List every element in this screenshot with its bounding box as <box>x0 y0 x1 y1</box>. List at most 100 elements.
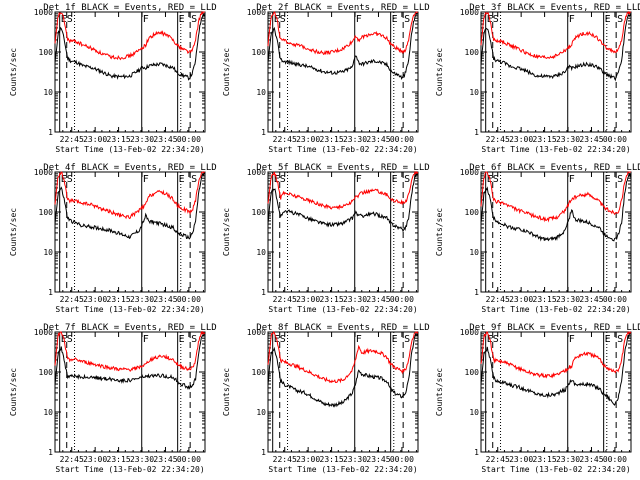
y-axis-label: Counts/sec <box>222 208 231 256</box>
x-tick-label: 23:45 <box>153 135 177 144</box>
y-tick-label: 10 <box>256 408 266 417</box>
time-marker-label: F <box>143 14 149 25</box>
panel-2: Det 2f BLACK = Events, RED = LLD 1 10 100 10… <box>222 3 430 154</box>
y-axis-label: Counts/sec <box>9 368 18 416</box>
x-axis-label: Start Time (13-Feb-02 22:34:20) <box>268 305 417 314</box>
x-tick-label: 23:15 <box>107 455 131 464</box>
panel-9: Det 9f BLACK = Events, RED = LLD 1 10 100 10… <box>435 323 640 474</box>
x-tick-label: 23:45 <box>579 455 603 464</box>
panel-4: Det 4f BLACK = Events, RED = LLD 1 10 100 10… <box>9 163 217 314</box>
x-tick-label: 00:00 <box>603 135 627 144</box>
time-marker-label: ES <box>487 174 499 185</box>
y-tick-label: 10 <box>43 88 53 97</box>
time-marker-label: F <box>356 14 362 25</box>
x-tick-label: 23:00 <box>83 295 107 304</box>
time-marker-label: S <box>617 334 623 345</box>
y-axis-label: Counts/sec <box>435 48 444 96</box>
x-tick-label: 23:30 <box>556 135 580 144</box>
series-events-line <box>480 13 632 82</box>
time-marker-label: E <box>605 14 611 25</box>
plot-frame <box>480 171 632 293</box>
y-axis-label: Counts/sec <box>9 48 18 96</box>
time-marker-label: F <box>569 334 575 345</box>
x-tick-label: 23:15 <box>320 455 344 464</box>
plot-frame <box>267 11 419 133</box>
x-tick-label: 23:30 <box>130 455 154 464</box>
x-axis-label: Start Time (13-Feb-02 22:34:20) <box>55 305 204 314</box>
series-events-line <box>480 173 632 242</box>
series-lld-line <box>267 170 419 211</box>
time-marker-label: E <box>392 174 398 185</box>
panel-title: Det 5f BLACK = Events, RED = LLD <box>256 163 429 173</box>
y-tick-label: 1 <box>48 448 53 457</box>
x-axis-label: Start Time (13-Feb-02 22:34:20) <box>481 465 630 474</box>
y-tick-label: 1000 <box>247 8 266 17</box>
plot-frame <box>480 331 632 453</box>
time-marker-label: F <box>356 174 362 185</box>
x-tick-label: 22:45 <box>60 455 84 464</box>
x-tick-label: 23:15 <box>533 135 557 144</box>
x-tick-label: 23:15 <box>107 295 131 304</box>
y-tick-label: 100 <box>39 48 54 57</box>
x-axis-label: Start Time (13-Feb-02 22:34:20) <box>55 145 204 154</box>
series-events-line <box>267 332 419 408</box>
plot-frame <box>267 331 419 453</box>
time-marker-label: S <box>404 334 410 345</box>
y-tick-label: 10 <box>469 88 479 97</box>
y-tick-label: 100 <box>39 368 54 377</box>
x-tick-label: 00:00 <box>603 295 627 304</box>
series-lld-line <box>267 10 419 56</box>
x-tick-label: 22:45 <box>60 135 84 144</box>
y-tick-label: 1 <box>48 128 53 137</box>
panel-title: Det 6f BLACK = Events, RED = LLD <box>469 163 640 173</box>
panel-6: Det 6f BLACK = Events, RED = LLD 1 10 100 10… <box>435 163 640 314</box>
x-tick-label: 23:30 <box>343 455 367 464</box>
time-marker-label: S <box>191 14 197 25</box>
y-tick-label: 100 <box>252 208 267 217</box>
x-tick-label: 23:15 <box>107 135 131 144</box>
x-tick-label: 22:45 <box>486 135 510 144</box>
y-axis-label: Counts/sec <box>9 208 18 256</box>
time-marker-label: ES <box>61 14 73 25</box>
x-tick-label: 23:45 <box>153 295 177 304</box>
time-marker-label: E <box>392 334 398 345</box>
x-tick-label: 22:45 <box>273 295 297 304</box>
x-tick-label: 22:45 <box>273 135 297 144</box>
y-tick-label: 1 <box>261 128 266 137</box>
time-marker-label: ES <box>487 334 499 345</box>
plot-frame <box>480 11 632 133</box>
x-axis-label: Start Time (13-Feb-02 22:34:20) <box>481 145 630 154</box>
x-tick-label: 23:15 <box>533 295 557 304</box>
time-marker-label: S <box>617 14 623 25</box>
series-lld-line <box>480 170 631 223</box>
y-tick-label: 10 <box>256 248 266 257</box>
series-events-line <box>480 332 632 406</box>
x-tick-label: 23:15 <box>320 295 344 304</box>
y-tick-label: 1000 <box>34 8 53 17</box>
time-marker-label: S <box>191 334 197 345</box>
x-tick-label: 00:00 <box>177 295 201 304</box>
time-marker-label: F <box>143 174 149 185</box>
y-tick-label: 1 <box>261 448 266 457</box>
x-tick-label: 00:00 <box>390 295 414 304</box>
panel-5: Det 5f BLACK = Events, RED = LLD 1 10 100 10… <box>222 163 430 314</box>
x-tick-label: 23:45 <box>579 295 603 304</box>
y-tick-label: 1000 <box>34 328 53 337</box>
x-tick-label: 23:45 <box>366 455 390 464</box>
time-marker-label: F <box>569 14 575 25</box>
y-tick-label: 100 <box>465 208 480 217</box>
y-axis-label: Counts/sec <box>435 368 444 416</box>
x-tick-label: 23:30 <box>343 135 367 144</box>
panel-title: Det 9f BLACK = Events, RED = LLD <box>469 323 640 333</box>
x-tick-label: 23:45 <box>366 295 390 304</box>
x-tick-label: 23:15 <box>533 455 557 464</box>
time-marker-label: ES <box>487 14 499 25</box>
y-tick-label: 1 <box>261 288 266 297</box>
panel-title: Det 2f BLACK = Events, RED = LLD <box>256 3 429 13</box>
x-tick-label: 00:00 <box>390 135 414 144</box>
x-tick-label: 22:45 <box>273 455 297 464</box>
panel-title: Det 4f BLACK = Events, RED = LLD <box>43 163 216 173</box>
time-marker-label: S <box>404 174 410 185</box>
time-marker-label: E <box>392 14 398 25</box>
series-events-line <box>267 12 419 81</box>
